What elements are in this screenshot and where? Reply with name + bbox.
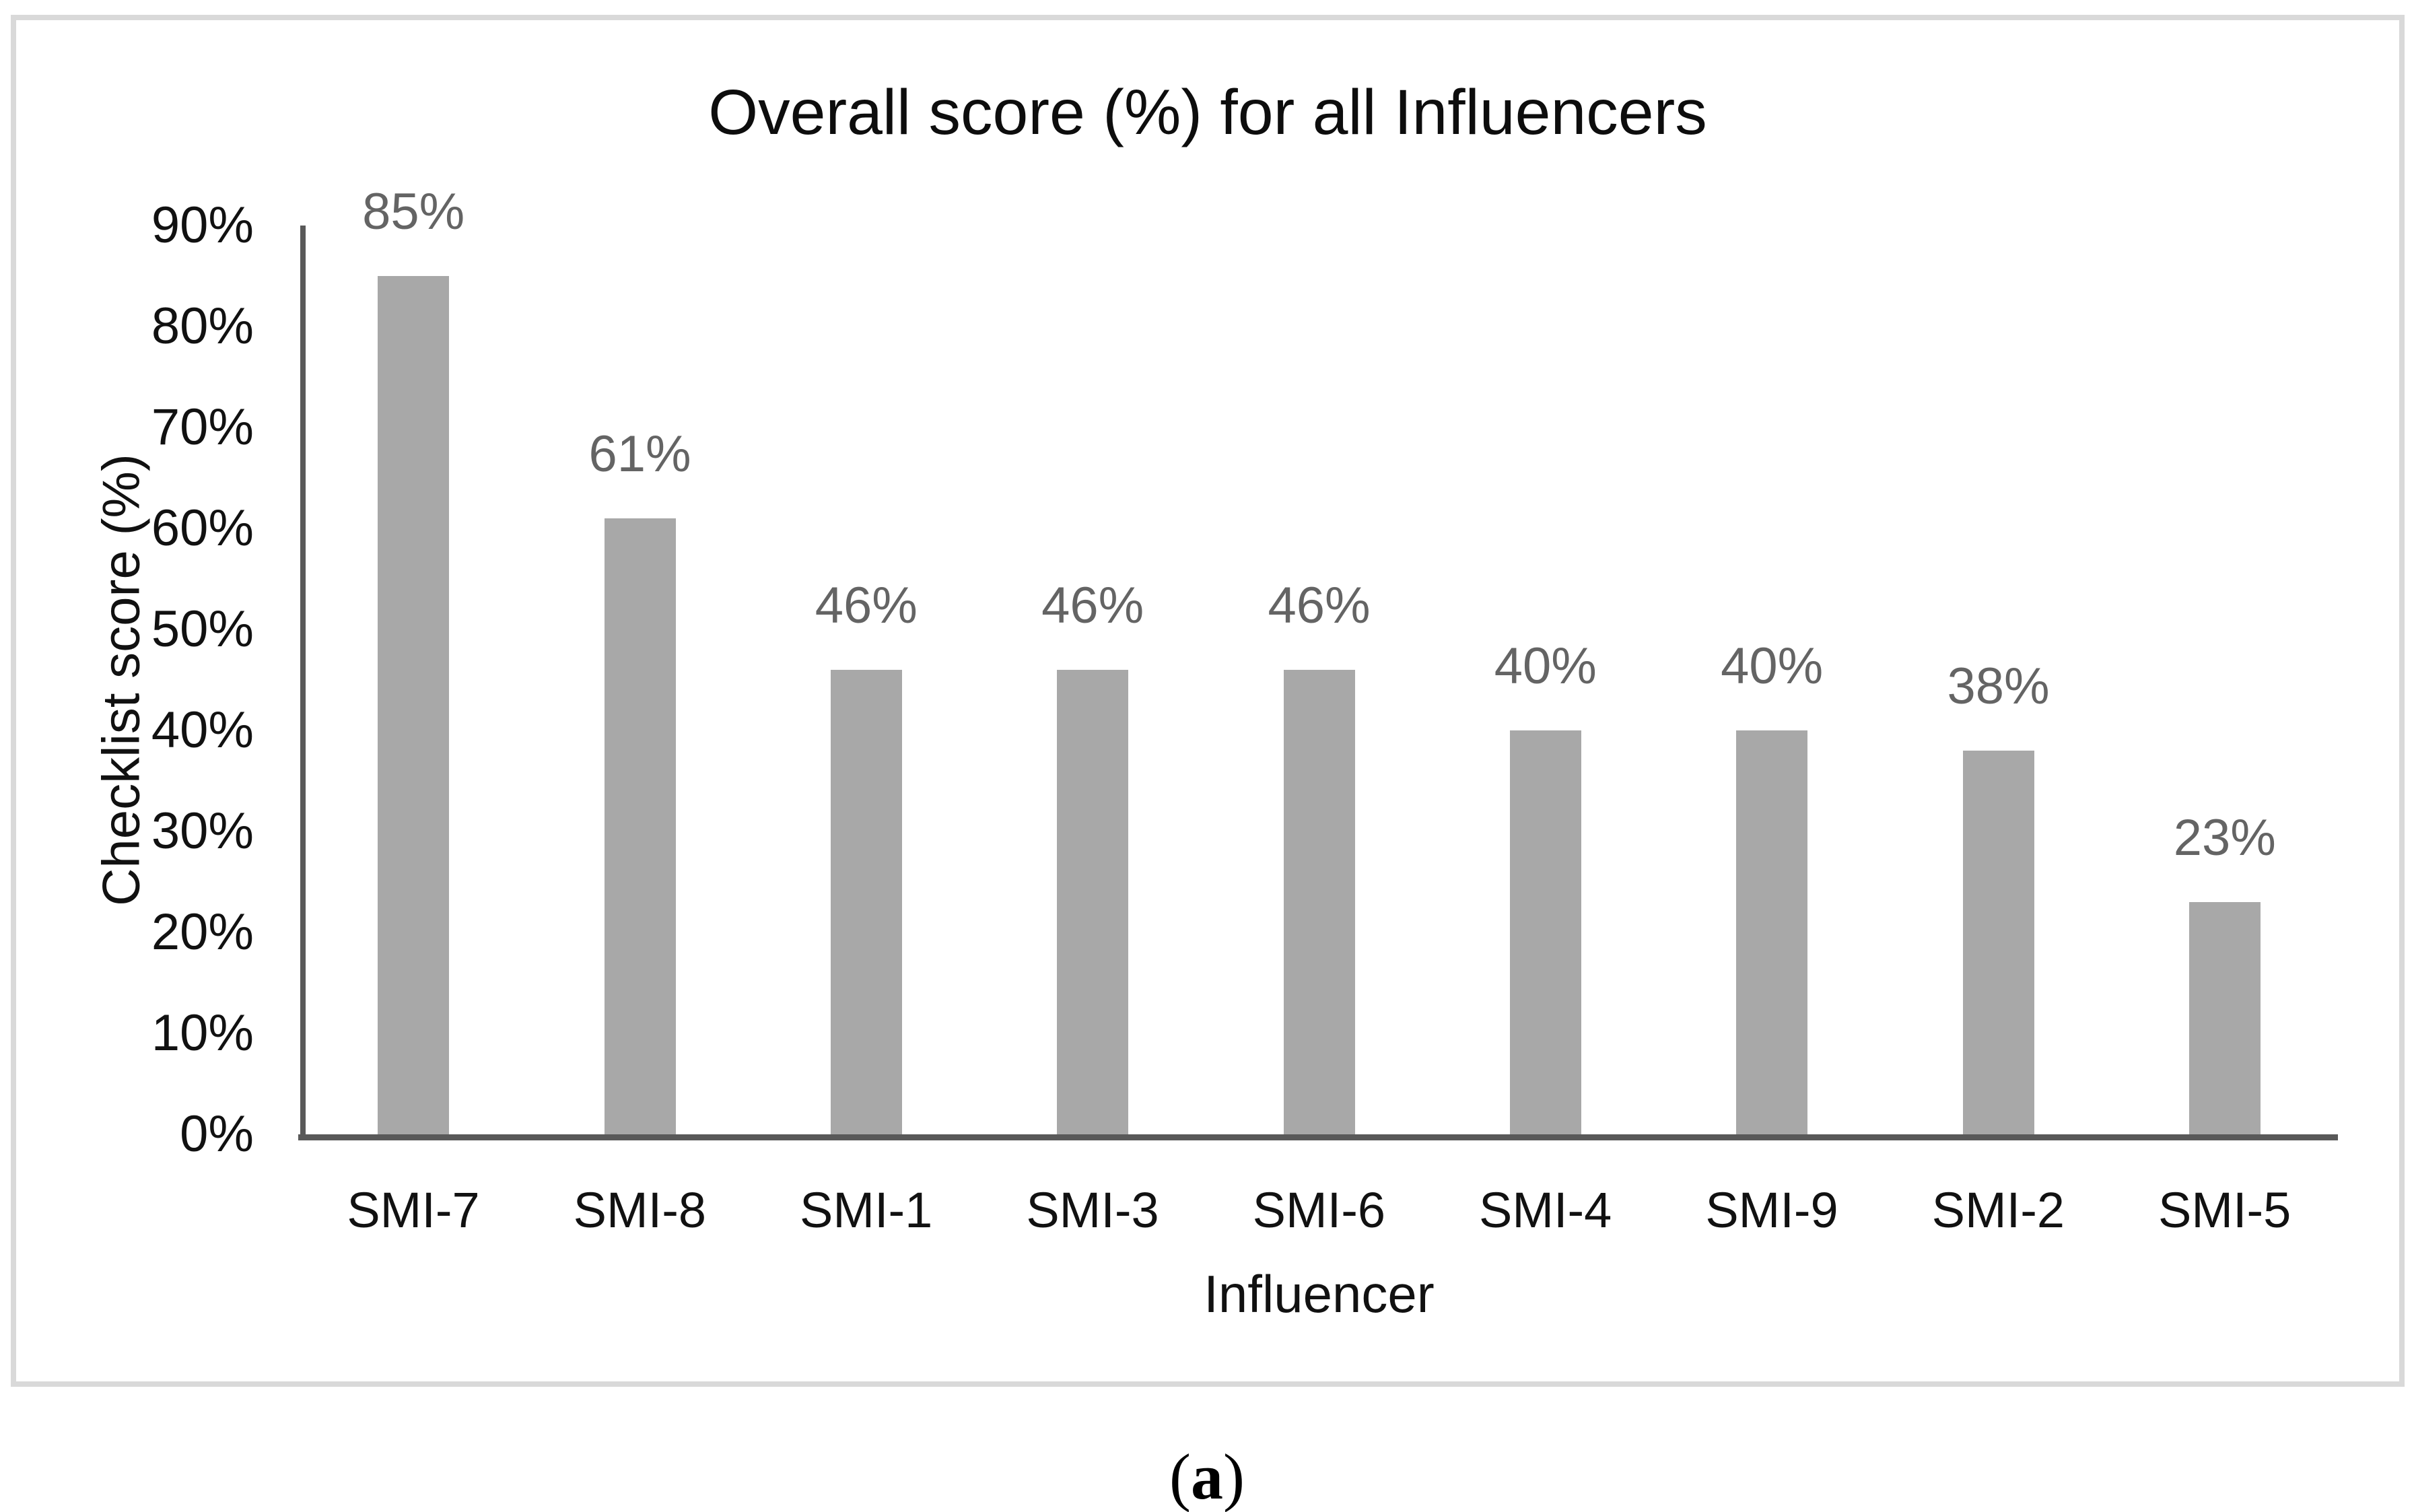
data-label-smi-4: 40% <box>1494 638 1597 695</box>
bar-smi-8 <box>604 518 676 1134</box>
x-axis-line <box>298 1134 2338 1140</box>
bar-smi-9 <box>1736 730 1808 1134</box>
bar-smi-3 <box>1057 670 1129 1134</box>
chart-title: Overall score (%) for all Influencers <box>708 77 1707 148</box>
y-tick-label-90pct: 90% <box>151 197 254 254</box>
x-tick-label-smi-1: SMI-1 <box>799 1182 933 1238</box>
data-label-smi-7: 85% <box>362 183 465 240</box>
data-label-smi-5: 23% <box>2173 809 2276 866</box>
bar-smi-4 <box>1509 730 1581 1134</box>
y-tick-label-40pct: 40% <box>151 701 254 759</box>
caption-open-paren: ( <box>1169 1441 1191 1512</box>
y-tick-label-0pct: 0% <box>180 1105 254 1163</box>
bar-smi-5 <box>2188 902 2261 1134</box>
caption-letter: a <box>1191 1441 1223 1512</box>
x-tick-label-smi-8: SMI-8 <box>573 1182 706 1238</box>
x-tick-label-smi-4: SMI-4 <box>1478 1182 1612 1238</box>
x-tick-label-smi-6: SMI-6 <box>1252 1182 1385 1238</box>
data-label-smi-8: 61% <box>588 425 691 483</box>
data-label-smi-6: 46% <box>1268 577 1371 634</box>
x-tick-label-smi-5: SMI-5 <box>2158 1182 2291 1238</box>
data-label-smi-1: 46% <box>815 577 918 634</box>
y-tick-label-10pct: 10% <box>151 1004 254 1062</box>
figure-caption: (a) <box>0 1439 2414 1512</box>
x-axis-title: Influencer <box>1204 1264 1435 1324</box>
y-tick-label-30pct: 30% <box>151 802 254 860</box>
y-tick-label-80pct: 80% <box>151 298 254 355</box>
y-tick-label-50pct: 50% <box>151 600 254 658</box>
y-tick-label-20pct: 20% <box>151 903 254 961</box>
bar-smi-6 <box>1283 670 1355 1134</box>
y-tick-label-60pct: 60% <box>151 500 254 557</box>
chart-area: Overall score (%) for all Influencers Ch… <box>11 15 2405 1387</box>
x-tick-label-smi-3: SMI-3 <box>1026 1182 1159 1238</box>
caption-close-paren: ) <box>1223 1441 1245 1512</box>
bar-smi-1 <box>830 670 902 1134</box>
data-label-smi-9: 40% <box>1721 638 1824 695</box>
bar-smi-7 <box>378 276 450 1134</box>
bar-smi-2 <box>1962 751 2034 1134</box>
y-tick-label-70pct: 70% <box>151 399 254 456</box>
plot-area: 0% 10% 20% 30% 40% 50% 60% 70% 80% 90% 85% 61% 46% 4… <box>151 185 2338 1322</box>
data-label-smi-2: 38% <box>1947 658 2050 715</box>
data-label-smi-3: 46% <box>1041 577 1144 634</box>
y-axis-line <box>300 226 306 1140</box>
x-tick-label-smi-2: SMI-2 <box>1931 1182 2065 1238</box>
x-tick-label-smi-7: SMI-7 <box>347 1182 480 1238</box>
x-tick-label-smi-9: SMI-9 <box>1705 1182 1838 1238</box>
